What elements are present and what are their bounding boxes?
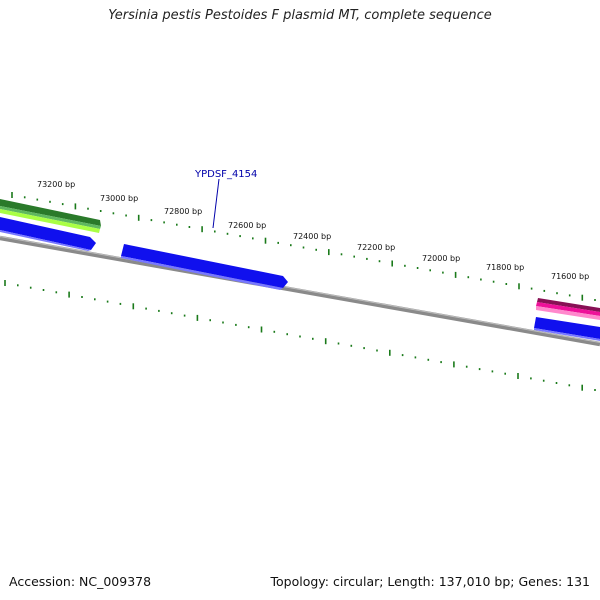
gene-pink[interactable] [536, 302, 600, 316]
accession-text: Accession: NC_009378 [9, 574, 152, 589]
tick-label: 72000 bp [422, 254, 460, 263]
tick-label: 73200 bp [37, 180, 75, 189]
tick-label: 73000 bp [100, 194, 138, 203]
gene-blue-left-edge [0, 230, 91, 251]
gene-green-light[interactable] [0, 209, 100, 233]
gene-ypdsf-4154-edge [121, 256, 283, 290]
gene-green-dark[interactable] [0, 199, 101, 226]
gene-blue-right[interactable] [534, 317, 600, 339]
gene-blue-left[interactable] [0, 217, 96, 250]
tick-label: 72600 bp [228, 221, 266, 230]
gene-blue-right-edge [534, 328, 600, 341]
map-title: Yersinia pestis Pestoides F plasmid MT, … [108, 8, 492, 23]
gene-pink-light[interactable] [536, 306, 600, 320]
tick-label: 72200 bp [357, 243, 395, 252]
gene-pink-dark[interactable] [537, 298, 600, 312]
plasmid-backbone [0, 235, 600, 347]
tick-label: 72400 bp [293, 232, 331, 241]
inner-tick-ring [4, 280, 596, 391]
summary-text: Topology: circular; Length: 137,010 bp; … [270, 574, 591, 589]
tick-label: 71800 bp [486, 263, 524, 272]
tick-label: 71600 bp [551, 272, 589, 281]
backbone-highlight [0, 236, 600, 343]
tick-label: 72800 bp [164, 207, 202, 216]
outer-tick-ring [11, 192, 596, 301]
gene-ypdsf-4154[interactable] [121, 244, 288, 288]
gene-label-pointer [212, 178, 220, 229]
gene-label[interactable]: YPDSF_4154 [194, 169, 257, 180]
gene-green-mid[interactable] [0, 206, 101, 229]
